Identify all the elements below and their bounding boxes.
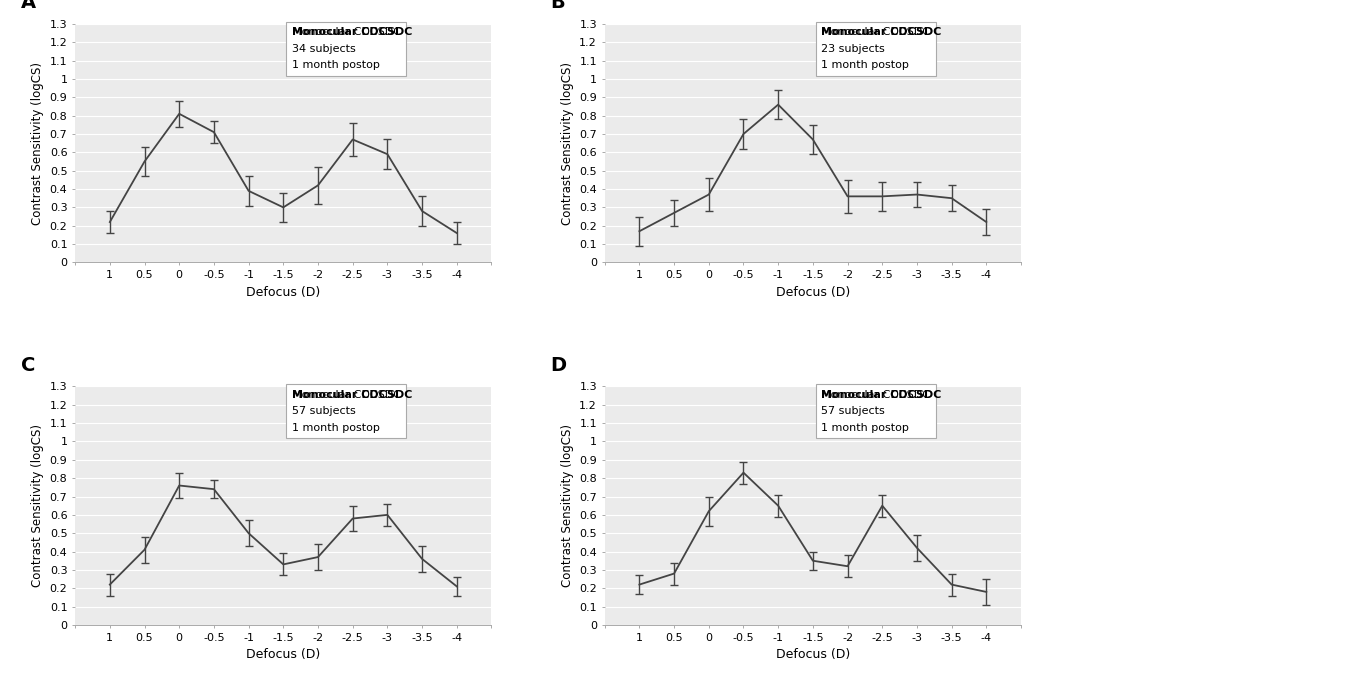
Y-axis label: Contrast Sensitivity (logCS): Contrast Sensitivity (logCS) (31, 424, 44, 587)
X-axis label: Defocus (D): Defocus (D) (776, 648, 850, 661)
Text: Monocular CDCSDC
57 subjects
1 month postop: Monocular CDCSDC 57 subjects 1 month pos… (291, 390, 400, 433)
Text: CONCLUSION: CONCLUSION (1153, 571, 1250, 584)
Text: Monocular CDCSDC: Monocular CDCSDC (291, 390, 413, 400)
X-axis label: Defocus (D): Defocus (D) (246, 285, 321, 298)
Text: C) Average of a dataset mixing optimum
defocus curves (A) and shifted defocus
cu: C) Average of a dataset mixing optimum d… (1153, 292, 1366, 338)
Y-axis label: Contrast Sensitivity (logCS): Contrast Sensitivity (logCS) (561, 424, 574, 587)
Text: A: A (20, 0, 36, 12)
Text: FIGURE 1: FIGURE 1 (1153, 48, 1239, 66)
X-axis label: Defocus (D): Defocus (D) (776, 285, 850, 298)
Text: A) Defocus curve average of a dataset
with highest peak at 0D (infinity): A) Defocus curve average of a dataset wi… (1153, 111, 1366, 141)
Text: Monocular CDCSDC: Monocular CDCSDC (821, 27, 941, 38)
Text: D: D (550, 356, 567, 374)
Text: Monocular CDCSDC: Monocular CDCSDC (821, 390, 941, 400)
Text: Monocular CDCSDC: Monocular CDCSDC (291, 27, 413, 38)
Text: For obtaining reliable results the shifted
defocus curves should be corrected be: For obtaining reliable results the shift… (1153, 628, 1366, 675)
Text: Monocular CDCSDC
23 subjects
1 month postop: Monocular CDCSDC 23 subjects 1 month pos… (821, 27, 930, 70)
Text: Monocular CDCSDC
57 subjects
1 month postop: Monocular CDCSDC 57 subjects 1 month pos… (821, 390, 930, 433)
Y-axis label: Contrast Sensitivity (logCS): Contrast Sensitivity (logCS) (31, 61, 44, 225)
Text: D) Average of a dataset mixing optimum
defocus curves (A) and shifted defocus
cu: D) Average of a dataset mixing optimum d… (1153, 415, 1366, 479)
Text: B) Average of a dataset of shifted defocus
curves: B) Average of a dataset of shifted defoc… (1153, 201, 1366, 232)
Text: B: B (550, 0, 566, 12)
Text: C: C (20, 356, 36, 374)
X-axis label: Defocus (D): Defocus (D) (246, 648, 321, 661)
Y-axis label: Contrast Sensitivity (logCS): Contrast Sensitivity (logCS) (561, 61, 574, 225)
Text: Monocular CDCSDC
34 subjects
1 month postop: Monocular CDCSDC 34 subjects 1 month pos… (291, 27, 400, 70)
